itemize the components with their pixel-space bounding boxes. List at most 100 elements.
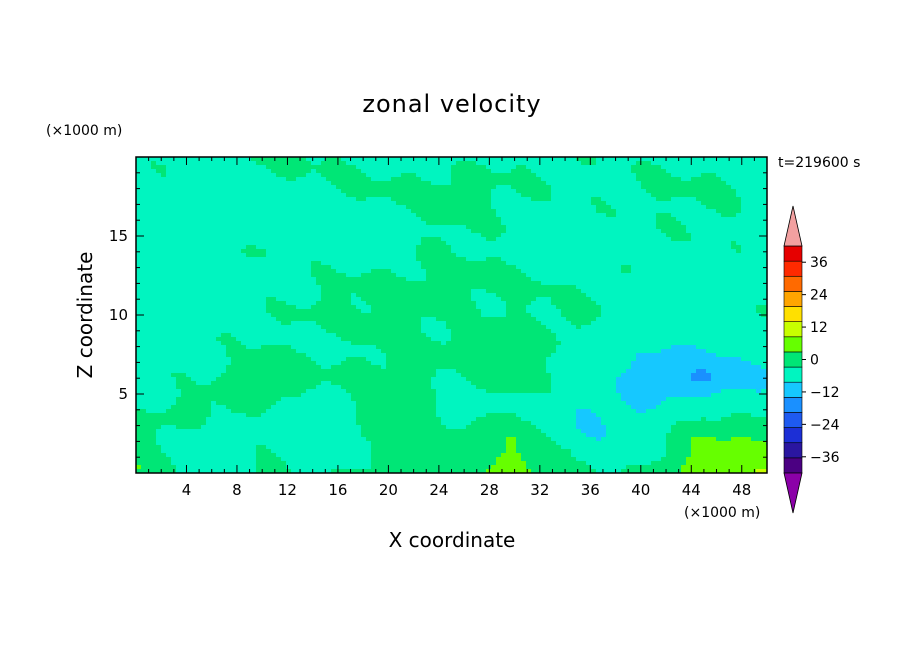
heatmap-cell xyxy=(371,253,377,258)
heatmap-cell xyxy=(606,281,612,286)
heatmap-cell xyxy=(146,289,152,294)
heatmap-cell xyxy=(756,217,762,222)
heatmap-cell xyxy=(191,221,197,226)
heatmap-cell xyxy=(461,273,467,278)
heatmap-cell xyxy=(461,209,467,214)
heatmap-cell xyxy=(486,297,492,302)
heatmap-cell xyxy=(541,205,547,210)
heatmap-cell xyxy=(376,161,382,166)
heatmap-cell xyxy=(186,213,192,218)
heatmap-cell xyxy=(391,209,397,214)
heatmap-cell xyxy=(416,221,422,226)
heatmap-cell xyxy=(396,253,402,258)
heatmap-cell xyxy=(376,197,382,202)
heatmap-cell xyxy=(576,237,582,242)
heatmap-cell xyxy=(751,213,757,218)
heatmap-cell xyxy=(746,221,752,226)
heatmap-cell xyxy=(541,165,547,170)
heatmap-cell xyxy=(311,289,317,294)
heatmap-cell xyxy=(646,165,652,170)
heatmap-cell xyxy=(351,301,357,306)
heatmap-cell xyxy=(506,245,512,250)
heatmap-cell xyxy=(691,305,697,310)
heatmap-cell xyxy=(161,281,167,286)
heatmap-cell xyxy=(381,209,387,214)
heatmap-cell xyxy=(396,177,402,182)
heatmap-cell xyxy=(391,165,397,170)
heatmap-cell xyxy=(176,237,182,242)
heatmap-cell xyxy=(626,293,632,298)
heatmap-cell xyxy=(166,241,172,246)
heatmap-cell xyxy=(696,217,702,222)
heatmap-cell xyxy=(611,165,617,170)
heatmap-cell xyxy=(366,269,372,274)
heatmap-cell xyxy=(606,293,612,298)
heatmap-cell xyxy=(706,169,712,174)
heatmap-cell xyxy=(306,157,312,162)
heatmap-cell xyxy=(701,217,707,222)
heatmap-cell xyxy=(601,261,607,266)
heatmap-cell xyxy=(711,229,717,234)
heatmap-cell xyxy=(531,173,537,178)
heatmap-cell xyxy=(691,157,697,162)
heatmap-cell xyxy=(351,309,357,314)
heatmap-cell xyxy=(726,173,732,178)
heatmap-cell xyxy=(406,189,412,194)
heatmap-cell xyxy=(726,245,732,250)
heatmap-cell xyxy=(471,293,477,298)
heatmap-cell xyxy=(346,185,352,190)
heatmap-cell xyxy=(716,209,722,214)
heatmap-cell xyxy=(391,157,397,162)
heatmap-cell xyxy=(611,301,617,306)
heatmap-cell xyxy=(661,261,667,266)
heatmap-cell xyxy=(276,181,282,186)
heatmap-cell xyxy=(246,261,252,266)
heatmap-cell xyxy=(646,193,652,198)
heatmap-cell xyxy=(276,293,282,298)
heatmap-cell xyxy=(151,233,157,238)
heatmap-cell xyxy=(726,249,732,254)
heatmap-cell xyxy=(546,209,552,214)
heatmap-cell xyxy=(466,189,472,194)
heatmap-cell xyxy=(406,269,412,274)
heatmap-cell xyxy=(386,233,392,238)
heatmap-cell xyxy=(621,201,627,206)
heatmap-cell xyxy=(446,209,452,214)
heatmap-cell xyxy=(761,205,767,210)
heatmap-cell xyxy=(751,185,757,190)
heatmap-cell xyxy=(256,241,262,246)
heatmap-cell xyxy=(141,205,147,210)
heatmap-cell xyxy=(271,221,277,226)
heatmap-cell xyxy=(561,309,567,314)
heatmap-cell xyxy=(146,261,152,266)
heatmap-cell xyxy=(436,237,442,242)
heatmap-cell xyxy=(666,253,672,258)
heatmap-cell xyxy=(716,161,722,166)
heatmap-cell xyxy=(516,245,522,250)
heatmap-cell xyxy=(276,209,282,214)
heatmap-cell xyxy=(556,189,562,194)
heatmap-cell xyxy=(501,285,507,290)
heatmap-cell xyxy=(696,225,702,230)
heatmap-cell xyxy=(301,273,307,278)
heatmap-cell xyxy=(421,205,427,210)
heatmap-cell xyxy=(746,161,752,166)
heatmap-cell xyxy=(441,265,447,270)
heatmap-cell xyxy=(151,273,157,278)
heatmap-cell xyxy=(651,181,657,186)
heatmap-cell xyxy=(151,197,157,202)
heatmap-cell xyxy=(566,265,572,270)
heatmap-cell xyxy=(461,233,467,238)
heatmap-cell xyxy=(591,253,597,258)
heatmap-cell xyxy=(511,289,517,294)
heatmap-cell xyxy=(451,193,457,198)
heatmap-cell xyxy=(566,197,572,202)
heatmap-cell xyxy=(656,265,662,270)
heatmap-cell xyxy=(761,201,767,206)
heatmap-cell xyxy=(741,273,747,278)
heatmap-cell xyxy=(421,169,427,174)
heatmap-cell xyxy=(456,305,462,310)
heatmap-cell xyxy=(481,221,487,226)
heatmap-cell xyxy=(236,309,242,314)
heatmap-cell xyxy=(521,257,527,262)
